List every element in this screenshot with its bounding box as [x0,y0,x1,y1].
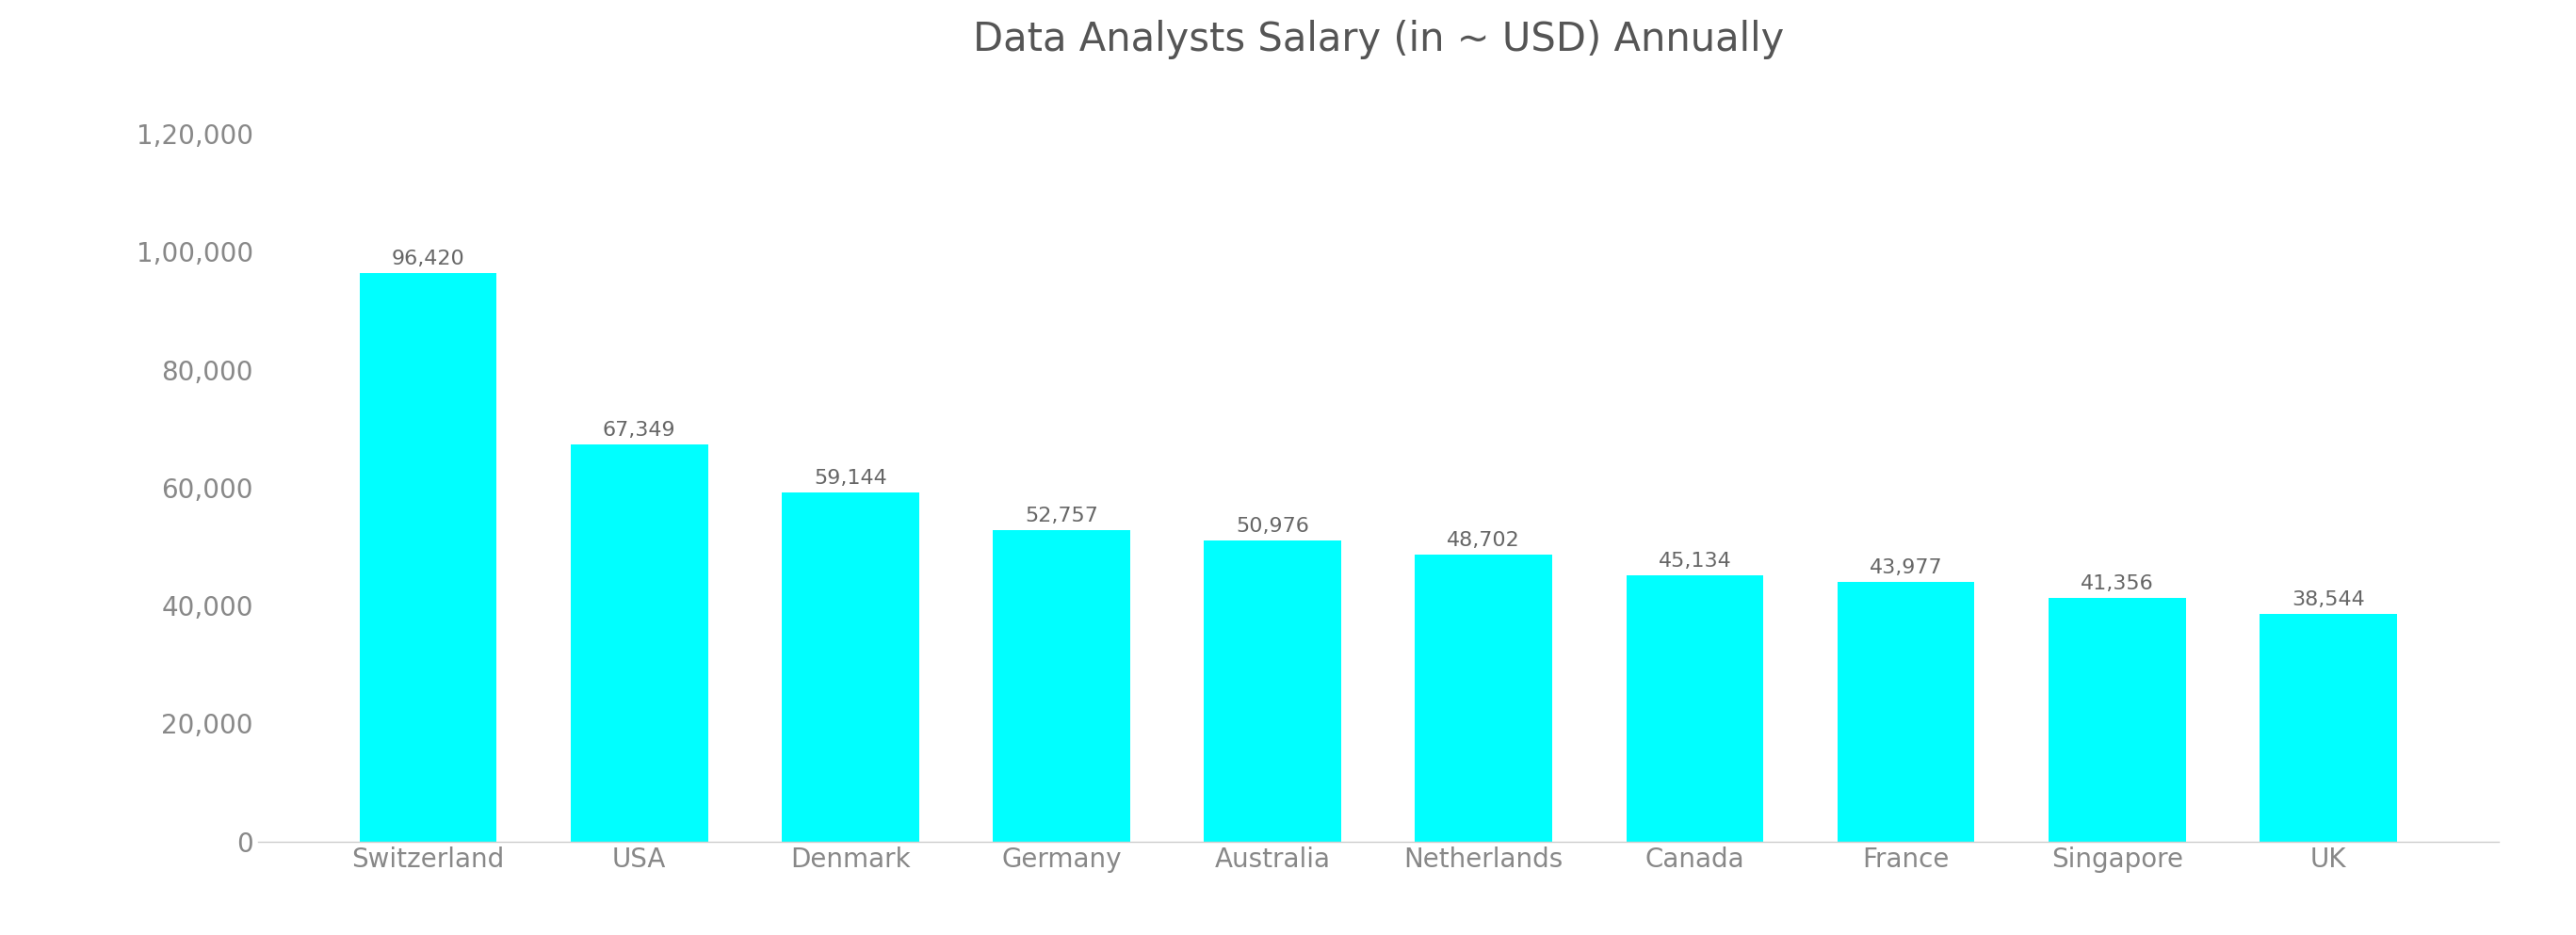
Text: 59,144: 59,144 [814,469,886,488]
Bar [572,444,708,842]
Text: 50,976: 50,976 [1236,517,1309,536]
Bar [2259,614,2396,842]
Bar [781,493,920,842]
Text: 38,544: 38,544 [2293,591,2365,610]
Bar [2048,597,2184,842]
Bar [1625,575,1765,842]
Bar [1837,583,1976,842]
Bar [1203,540,1342,842]
Text: 48,702: 48,702 [1448,531,1520,550]
Text: 67,349: 67,349 [603,421,675,439]
Text: 52,757: 52,757 [1025,507,1097,525]
Text: 41,356: 41,356 [2081,574,2154,593]
Text: 43,977: 43,977 [1870,558,1942,578]
Bar [361,273,497,842]
Bar [1414,554,1553,842]
Text: 96,420: 96,420 [392,250,464,268]
Bar [992,530,1131,842]
Title: Data Analysts Salary (in ~ USD) Annually: Data Analysts Salary (in ~ USD) Annually [974,21,1783,60]
Text: 45,134: 45,134 [1659,552,1731,570]
